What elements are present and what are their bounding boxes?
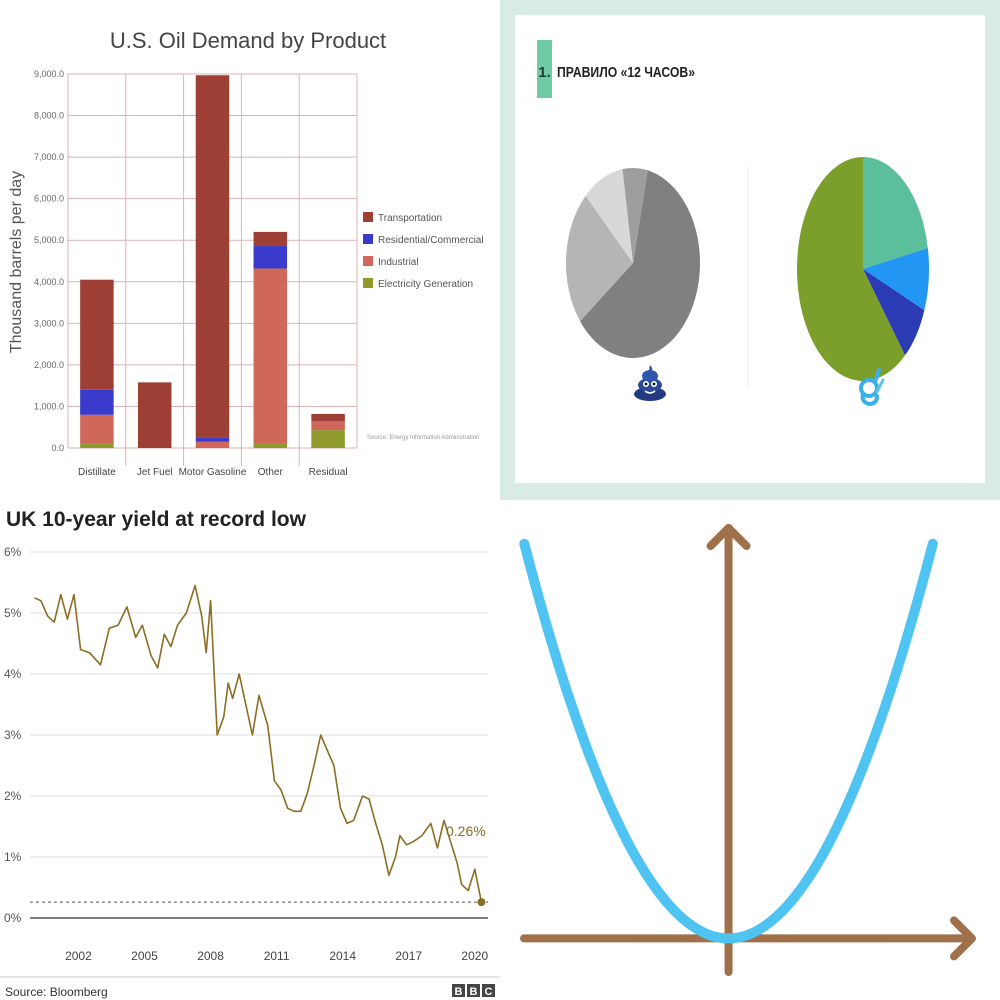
y-tick-label: 6% <box>4 545 22 559</box>
bbc-logo-letter: B <box>455 986 463 998</box>
ok-hand-emoji-icon <box>859 368 885 407</box>
bar-segment <box>253 443 288 448</box>
x-tick-label: 2008 <box>197 949 224 963</box>
y-tick-label: 1% <box>4 850 22 864</box>
x-tick-label: 2020 <box>461 949 488 963</box>
oil-demand-title: U.S. Oil Demand by Product <box>110 28 386 53</box>
pie-slice <box>797 157 906 381</box>
y-tick-label: 5% <box>4 606 22 620</box>
y-tick-label: 3,000.0 <box>34 318 64 328</box>
twelve-hours-rule-panel: 1. ПРАВИЛО «12 ЧАСОВ» <box>500 0 1000 500</box>
pie-slice <box>622 168 648 263</box>
x-tick-label: 2014 <box>329 949 356 963</box>
x-tick-label: 2011 <box>264 949 290 963</box>
uk-yield-source: Source: Bloomberg <box>5 985 108 999</box>
twelve-hours-rule-card: 1. ПРАВИЛО «12 ЧАСОВ» <box>515 15 985 483</box>
bar-segment <box>253 246 288 269</box>
pie-slice <box>863 269 925 356</box>
uk-yield-chart: UK 10-year yield at record low 0% 1% 2% 3% 4… <box>0 508 500 999</box>
pie-slice <box>585 169 633 263</box>
x-tick-label: Distillate <box>78 467 116 478</box>
y-axis-arrowhead <box>706 524 751 550</box>
x-tick-label: Residual <box>309 467 348 478</box>
x-tick-label: 2005 <box>131 949 158 963</box>
bar-segment <box>253 268 288 444</box>
oil-demand-y-axis-label: Thousand barrels per day <box>8 171 25 353</box>
parabola-plot-panel <box>500 500 1000 1000</box>
uk-yield-annotation: 0.26% <box>446 823 486 839</box>
bbc-logo: B B C <box>452 984 495 998</box>
title-number: 1. <box>538 64 551 81</box>
bar-segment <box>311 413 345 421</box>
bar-segment <box>195 441 230 448</box>
x-tick-label: Motor Gasoline <box>179 467 247 478</box>
y-tick-label: 7,000.0 <box>34 152 64 162</box>
y-tick-label: 1,000.0 <box>34 401 64 411</box>
y-tick-label: 3% <box>4 728 22 742</box>
legend-label: Electricity Generation <box>378 279 473 290</box>
x-axis-arrowhead <box>950 916 976 961</box>
y-tick-label: 2,000.0 <box>34 360 64 370</box>
y-tick-label: 0% <box>4 911 22 925</box>
bar-segment <box>137 382 172 448</box>
pie-slice <box>863 157 928 269</box>
legend-label: Industrial <box>378 257 419 268</box>
bar-segment <box>311 420 345 431</box>
yield-series-line <box>34 584 483 903</box>
legend-label: Transportation <box>378 213 442 224</box>
x-tick-label: Other <box>258 467 284 478</box>
x-tick-label: Jet Fuel <box>137 467 173 478</box>
parabola-plot <box>519 524 976 976</box>
oil-demand-chart-panel: U.S. Oil Demand by Product Thousand barr… <box>0 0 500 500</box>
bar-segment <box>80 389 114 415</box>
y-tick-label: 0.0 <box>51 443 64 453</box>
twelve-hours-rule-title: ПРАВИЛО «12 ЧАСОВ» <box>557 64 695 81</box>
legend-swatch <box>363 212 373 222</box>
poop-emoji-icon <box>634 365 666 401</box>
x-tick-label: 2017 <box>395 949 422 963</box>
uk-yield-title: UK 10-year yield at record low <box>6 508 307 531</box>
title-number-box <box>537 40 552 98</box>
bar-segment <box>311 430 345 448</box>
oil-demand-chart: U.S. Oil Demand by Product Thousand barr… <box>8 28 484 478</box>
bar-segment <box>80 279 114 390</box>
legend-swatch <box>363 256 373 266</box>
bbc-logo-letter: C <box>485 986 493 998</box>
legend-swatch <box>363 234 373 244</box>
y-tick-label: 8,000.0 <box>34 111 64 121</box>
bbc-logo-letter: B <box>470 986 478 998</box>
y-tick-label: 6,000.0 <box>34 194 64 204</box>
x-tick-label: 2002 <box>65 949 92 963</box>
legend-label: Residential/Commercial <box>378 235 484 246</box>
bar-segment <box>253 231 288 247</box>
y-tick-label: 5,000.0 <box>34 235 64 245</box>
y-tick-label: 4% <box>4 667 22 681</box>
y-tick-label: 2% <box>4 789 22 803</box>
bar-segment <box>80 443 114 448</box>
bar-segment <box>195 437 230 442</box>
record-low-point <box>477 898 486 907</box>
bar-segment <box>195 75 230 438</box>
oil-demand-source: Source: Energy Information Administratio… <box>367 435 479 441</box>
uk-yield-chart-panel: UK 10-year yield at record low 0% 1% 2% 3% 4… <box>0 500 500 1000</box>
twelve-hours-rule-chart: 1. ПРАВИЛО «12 ЧАСОВ» <box>537 40 929 407</box>
pie-slice <box>566 195 633 322</box>
legend-swatch <box>363 278 373 288</box>
bar-segment <box>80 414 114 444</box>
y-tick-label: 4,000.0 <box>34 277 64 287</box>
pie-slice <box>580 170 700 358</box>
y-tick-label: 9,000.0 <box>34 69 64 79</box>
pie-slice <box>863 248 929 311</box>
parabola-curve <box>519 538 938 944</box>
